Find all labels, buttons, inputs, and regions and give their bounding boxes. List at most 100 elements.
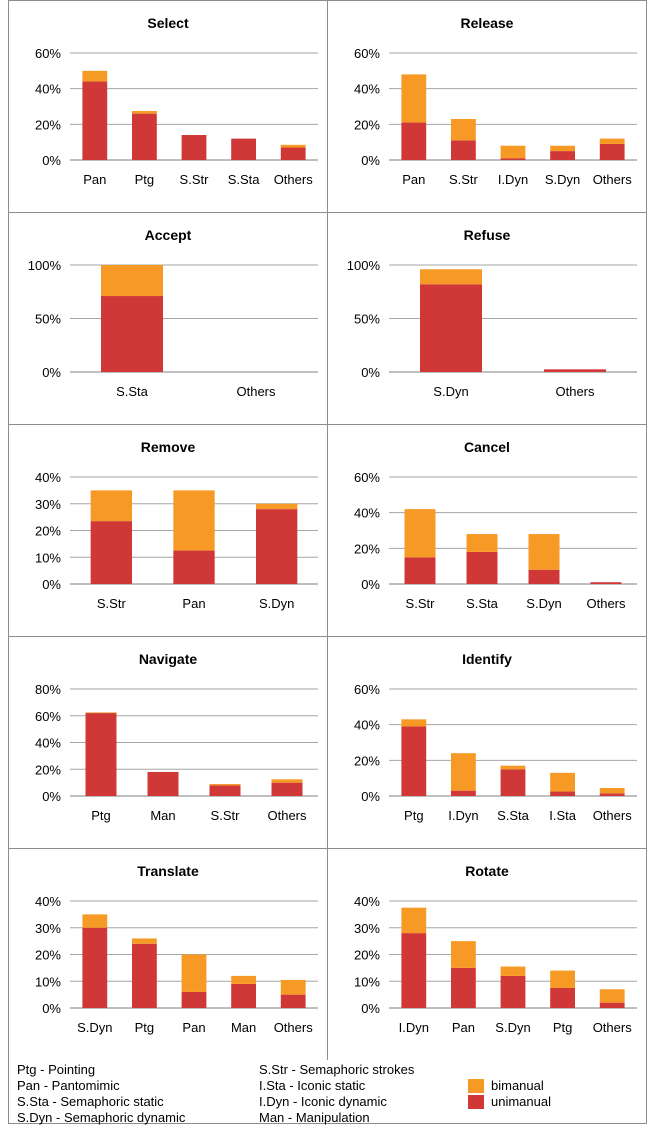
xtick-translate-s-dyn: S.Dyn <box>77 1020 112 1035</box>
ytick-remove-2: 20% <box>35 524 61 539</box>
bar-unimanual-select-ptg <box>132 113 157 160</box>
xtick-rotate-ptg: Ptg <box>553 1020 573 1035</box>
xtick-refuse-s-dyn: S.Dyn <box>433 384 468 399</box>
ytick-navigate-1: 20% <box>35 762 61 777</box>
xtick-rotate-pan: Pan <box>452 1020 475 1035</box>
chart-title-translate: Translate <box>137 863 199 879</box>
bar-unimanual-identify-s-sta <box>500 769 526 796</box>
ytick-rotate-1: 10% <box>354 974 380 989</box>
bar-unimanual-release-s-dyn <box>550 151 575 160</box>
ytick-identify-2: 40% <box>354 718 380 733</box>
bar-unimanual-remove-s-str <box>90 521 132 584</box>
xtick-select-pan: Pan <box>83 172 106 187</box>
xtick-navigate-ptg: Ptg <box>91 808 111 823</box>
legend-label-unimanual: unimanual <box>491 1094 551 1109</box>
ytick-select-0: 0% <box>42 153 61 168</box>
bar-bimanual-rotate-others <box>599 989 625 1003</box>
bar-unimanual-rotate-i-dyn <box>401 933 427 1008</box>
bar-bimanual-select-pan <box>82 70 108 82</box>
bar-unimanual-refuse-s-dyn <box>420 284 482 372</box>
ytick-rotate-4: 40% <box>354 894 380 909</box>
ytick-cancel-0: 0% <box>361 577 380 592</box>
bar-unimanual-navigate-s-str <box>209 785 241 796</box>
legend: Ptg - Pointing Pan - Pantomimic S.Sta - … <box>8 1060 647 1125</box>
legend-abbr-ista: I.Sta - Iconic static <box>259 1078 366 1093</box>
ytick-release-2: 40% <box>354 82 380 97</box>
xtick-release-s-str: S.Str <box>449 172 479 187</box>
legend-swatch-unimanual <box>468 1095 484 1109</box>
ytick-translate-3: 30% <box>35 921 61 936</box>
xtick-rotate-others: Others <box>593 1020 633 1035</box>
xtick-select-s-sta: S.Sta <box>228 172 261 187</box>
xtick-translate-ptg: Ptg <box>135 1020 155 1035</box>
chart-grid: Select 0% 20% 40% 60% Pan Ptg S.Str S.Sta Others R… <box>8 0 647 1060</box>
ytick-navigate-2: 40% <box>35 736 61 751</box>
ytick-select-1: 20% <box>35 117 61 132</box>
bar-unimanual-cancel-others <box>590 582 622 584</box>
xtick-translate-others: Others <box>274 1020 314 1035</box>
ytick-identify-1: 20% <box>354 753 380 768</box>
bar-unimanual-accept-s-sta <box>101 296 163 372</box>
bar-bimanual-refuse-s-dyn <box>420 269 482 285</box>
bar-bimanual-rotate-s-dyn <box>500 966 526 976</box>
bar-unimanual-select-s-str <box>181 135 207 160</box>
ytick-accept-0: 0% <box>42 365 61 380</box>
xtick-identify-s-sta: S.Sta <box>497 808 530 823</box>
xtick-cancel-s-dyn: S.Dyn <box>526 596 561 611</box>
chart-title-select: Select <box>147 15 189 31</box>
bar-bimanual-cancel-s-dyn <box>528 534 560 570</box>
bar-unimanual-rotate-pan <box>451 967 476 1008</box>
panel-border-10 <box>327 848 647 1060</box>
xtick-identify-others: Others <box>593 808 633 823</box>
xtick-accept-s-sta: S.Sta <box>116 384 149 399</box>
xtick-release-s-dyn: S.Dyn <box>545 172 580 187</box>
ytick-release-0: 0% <box>361 153 380 168</box>
bar-bimanual-translate-ptg <box>132 938 157 944</box>
bar-unimanual-select-s-sta <box>231 138 256 160</box>
ytick-navigate-0: 0% <box>42 789 61 804</box>
bar-unimanual-cancel-s-str <box>404 557 436 584</box>
legend-abbr-ptg: Ptg - Pointing <box>17 1062 96 1077</box>
ytick-translate-0: 0% <box>42 1001 61 1016</box>
bar-bimanual-release-s-dyn <box>550 145 575 152</box>
bar-bimanual-navigate-s-str <box>209 783 241 786</box>
ytick-refuse-0: 0% <box>361 365 380 380</box>
bar-bimanual-release-i-dyn <box>500 145 526 159</box>
ytick-cancel-3: 60% <box>354 470 380 485</box>
chart-title-navigate: Navigate <box>139 651 198 667</box>
ytick-remove-3: 30% <box>35 497 61 512</box>
bar-unimanual-rotate-others <box>599 1002 625 1008</box>
legend-abbr-sdyn: S.Dyn - Semaphoric dynamic <box>17 1110 186 1125</box>
xtick-select-ptg: Ptg <box>135 172 155 187</box>
chart-title-release: Release <box>461 15 514 31</box>
ytick-navigate-4: 80% <box>35 682 61 697</box>
bar-bimanual-remove-s-str <box>90 490 132 522</box>
xtick-remove-s-str: S.Str <box>97 596 127 611</box>
bar-unimanual-translate-others <box>280 994 306 1008</box>
legend-abbr-ssta: S.Sta - Semaphoric static <box>17 1094 164 1109</box>
bar-bimanual-translate-man <box>231 975 256 984</box>
bar-bimanual-navigate-others <box>271 779 303 783</box>
bar-unimanual-translate-pan <box>181 991 207 1008</box>
xtick-remove-s-dyn: S.Dyn <box>259 596 294 611</box>
ytick-navigate-3: 60% <box>35 709 61 724</box>
bar-unimanual-select-others <box>280 147 306 160</box>
bar-unimanual-release-pan <box>401 122 427 160</box>
bar-unimanual-translate-ptg <box>132 943 157 1008</box>
xtick-cancel-s-sta: S.Sta <box>466 596 499 611</box>
xtick-translate-pan: Pan <box>182 1020 205 1035</box>
bar-bimanual-rotate-pan <box>451 941 476 968</box>
xtick-remove-pan: Pan <box>182 596 205 611</box>
xtick-select-s-str: S.Str <box>180 172 210 187</box>
legend-abbr-pan: Pan - Pantomimic <box>17 1078 120 1093</box>
chart-title-identify: Identify <box>462 651 512 667</box>
legend-swatch-bimanual <box>468 1079 484 1093</box>
ytick-cancel-1: 20% <box>354 541 380 556</box>
bar-unimanual-identify-others <box>599 793 625 796</box>
xtick-rotate-i-dyn: I.Dyn <box>399 1020 429 1035</box>
bar-bimanual-release-pan <box>401 74 427 123</box>
ytick-select-2: 40% <box>35 82 61 97</box>
xtick-cancel-s-str: S.Str <box>406 596 436 611</box>
xtick-navigate-others: Others <box>267 808 307 823</box>
bar-unimanual-rotate-ptg <box>550 987 575 1008</box>
